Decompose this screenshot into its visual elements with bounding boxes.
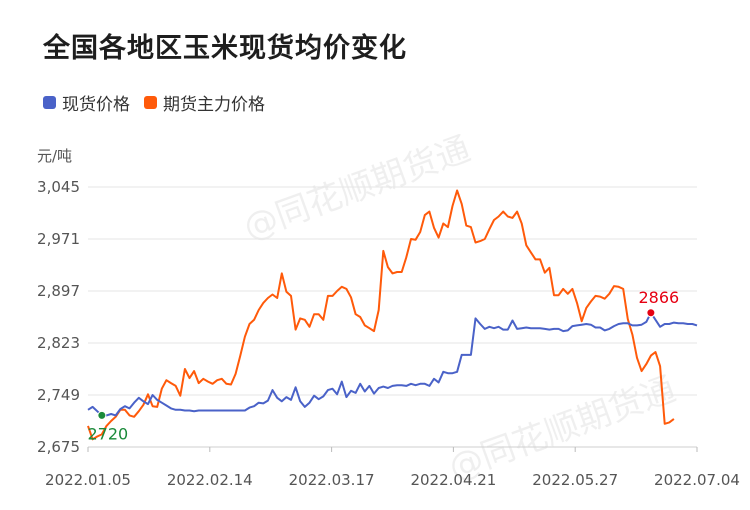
annotations: 2720 2866 bbox=[87, 288, 679, 444]
x-tick-label: 2022.07.04 bbox=[654, 471, 740, 489]
legend-item-spot[interactable]: 现货价格 bbox=[43, 90, 130, 115]
y-tick-label: 2,971 bbox=[37, 230, 80, 248]
max-point-label: 2866 bbox=[639, 288, 680, 307]
legend-label-futures: 期货主力价格 bbox=[163, 95, 265, 115]
y-tick-label: 2,823 bbox=[37, 334, 80, 352]
x-axis: 2022.01.05 2022.02.14 2022.03.17 2022.04.21… bbox=[45, 447, 740, 489]
grid-lines bbox=[88, 186, 697, 448]
x-tick-label: 2022.05.27 bbox=[532, 471, 618, 489]
x-tick-label: 2022.02.14 bbox=[167, 471, 253, 489]
y-tick-label: 3,045 bbox=[37, 178, 80, 196]
legend-label-spot: 现货价格 bbox=[62, 95, 130, 115]
min-point-marker bbox=[97, 410, 107, 420]
min-point-label: 2720 bbox=[87, 424, 128, 443]
series-line-spot bbox=[87, 311, 698, 417]
watermark: @同花顺期货通 bbox=[238, 129, 475, 248]
y-tick-label: 2,675 bbox=[37, 438, 80, 456]
y-axis: 2,675 2,749 2,823 2,897 2,971 3,045 bbox=[37, 178, 80, 456]
series-line-futures bbox=[87, 189, 675, 441]
max-point-marker bbox=[646, 308, 656, 318]
x-tick-label: 2022.04.21 bbox=[410, 471, 496, 489]
chart-title: 全国各地区玉米现货均价变化 bbox=[43, 33, 407, 64]
x-tick-label: 2022.01.05 bbox=[45, 471, 131, 489]
series-lines bbox=[87, 189, 698, 441]
legend-item-futures[interactable]: 期货主力价格 bbox=[144, 90, 265, 115]
legend-swatch-futures bbox=[144, 96, 157, 109]
legend-swatch-spot bbox=[43, 96, 56, 109]
y-tick-label: 2,897 bbox=[37, 282, 80, 300]
y-tick-label: 2,749 bbox=[37, 386, 80, 404]
y-axis-unit: 元/吨 bbox=[37, 147, 72, 165]
chart-legend: 现货价格 期货主力价格 bbox=[43, 90, 279, 115]
x-tick-label: 2022.03.17 bbox=[289, 471, 375, 489]
